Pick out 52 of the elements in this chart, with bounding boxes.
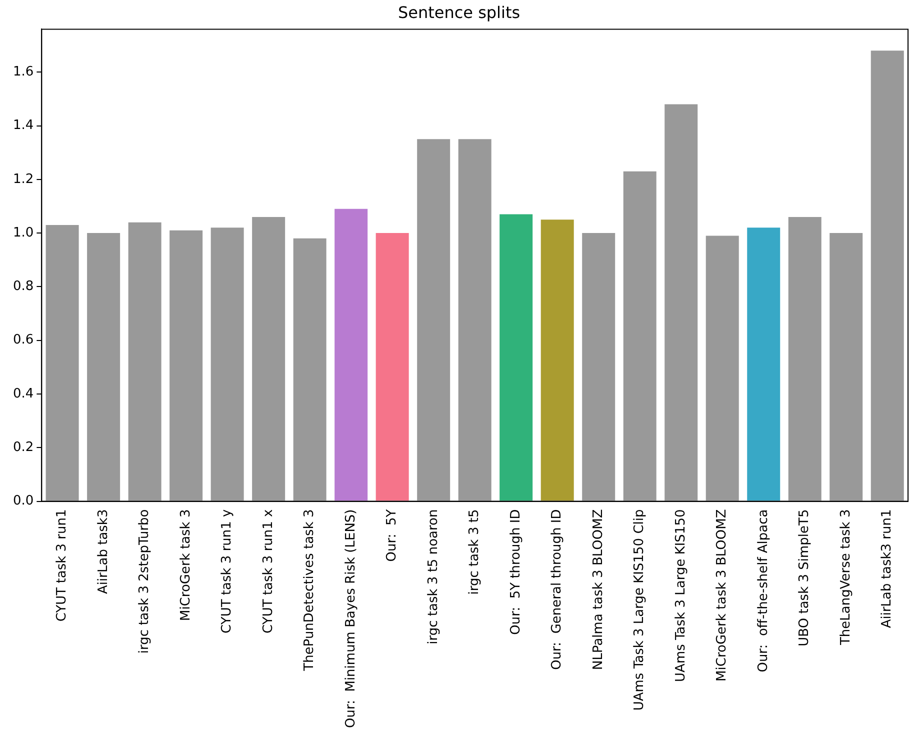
y-tick-label: 0.2 xyxy=(12,440,34,455)
y-tick-label: 1.6 xyxy=(12,64,34,80)
x-tick-label: ThePunDetectives task 3 xyxy=(302,509,318,672)
x-tick-label: CYUT task 3 run1 y xyxy=(220,508,235,634)
x-tick-label: Our: off-the-shelf Alpaca xyxy=(756,509,771,672)
x-tick-label: CYUT task 3 run1 xyxy=(54,509,70,622)
bar xyxy=(376,233,409,501)
x-tick-label: MiCroGerk task 3 xyxy=(178,509,194,622)
bar xyxy=(458,139,492,501)
bar xyxy=(830,233,863,501)
x-tick-label: irgc task 3 t5 noaron xyxy=(426,509,441,644)
y-tick-label: 0.0 xyxy=(12,494,34,509)
x-tick-label: UBO task 3 SimpleT5 xyxy=(797,509,812,646)
bar xyxy=(623,171,656,501)
bar xyxy=(334,208,368,501)
bar xyxy=(87,233,120,501)
x-tick-label: irgc task 3 2stepTurbo xyxy=(137,509,152,654)
y-tick-label: 1.0 xyxy=(12,225,34,240)
bar xyxy=(417,139,450,501)
y-tick-label: 1.2 xyxy=(12,172,34,187)
bar xyxy=(128,222,162,501)
bar xyxy=(870,50,904,501)
bar xyxy=(540,220,574,501)
bar xyxy=(747,228,780,501)
bar xyxy=(293,238,326,501)
x-tick-label: Our: General through ID xyxy=(550,509,565,670)
x-tick-label: CYUT task 3 run1 x xyxy=(260,508,276,634)
bar xyxy=(582,233,616,501)
x-tick-label: Our: Minimum Bayes Risk (LENS) xyxy=(343,509,358,728)
bar xyxy=(46,224,79,501)
x-tick-label: irgc task 3 t5 xyxy=(467,509,482,595)
bar xyxy=(788,216,822,501)
x-tick-label: Our: 5Y xyxy=(384,509,400,562)
x-tick-label: UAms Task 3 Large KIS150 xyxy=(673,509,688,682)
x-tick-label: Our: 5Y through ID xyxy=(508,509,524,635)
bar xyxy=(252,216,286,501)
bar xyxy=(500,214,533,501)
x-tick-label: AiirLab task3 run1 xyxy=(880,509,895,628)
y-tick-label: 0.4 xyxy=(12,386,34,402)
bar xyxy=(706,236,739,501)
x-tick-label: UAms Task 3 Large KIS150 Clip xyxy=(632,509,648,711)
x-tick-label: MiCroGerk task 3 BLOOMZ xyxy=(714,509,730,682)
y-tick-label: 0.8 xyxy=(12,279,34,294)
x-tick-label: AiirLab task3 xyxy=(96,509,111,594)
x-tick-label: TheLangVerse task 3 xyxy=(838,509,854,646)
bar xyxy=(170,230,203,501)
chart-title: Sentence splits xyxy=(398,2,520,22)
bar xyxy=(664,104,698,501)
y-tick-label: 1.4 xyxy=(12,118,34,134)
x-tick-label: NLPalma task 3 BLOOMZ xyxy=(590,509,606,670)
bar xyxy=(210,228,244,501)
y-tick-label: 0.6 xyxy=(12,332,34,348)
